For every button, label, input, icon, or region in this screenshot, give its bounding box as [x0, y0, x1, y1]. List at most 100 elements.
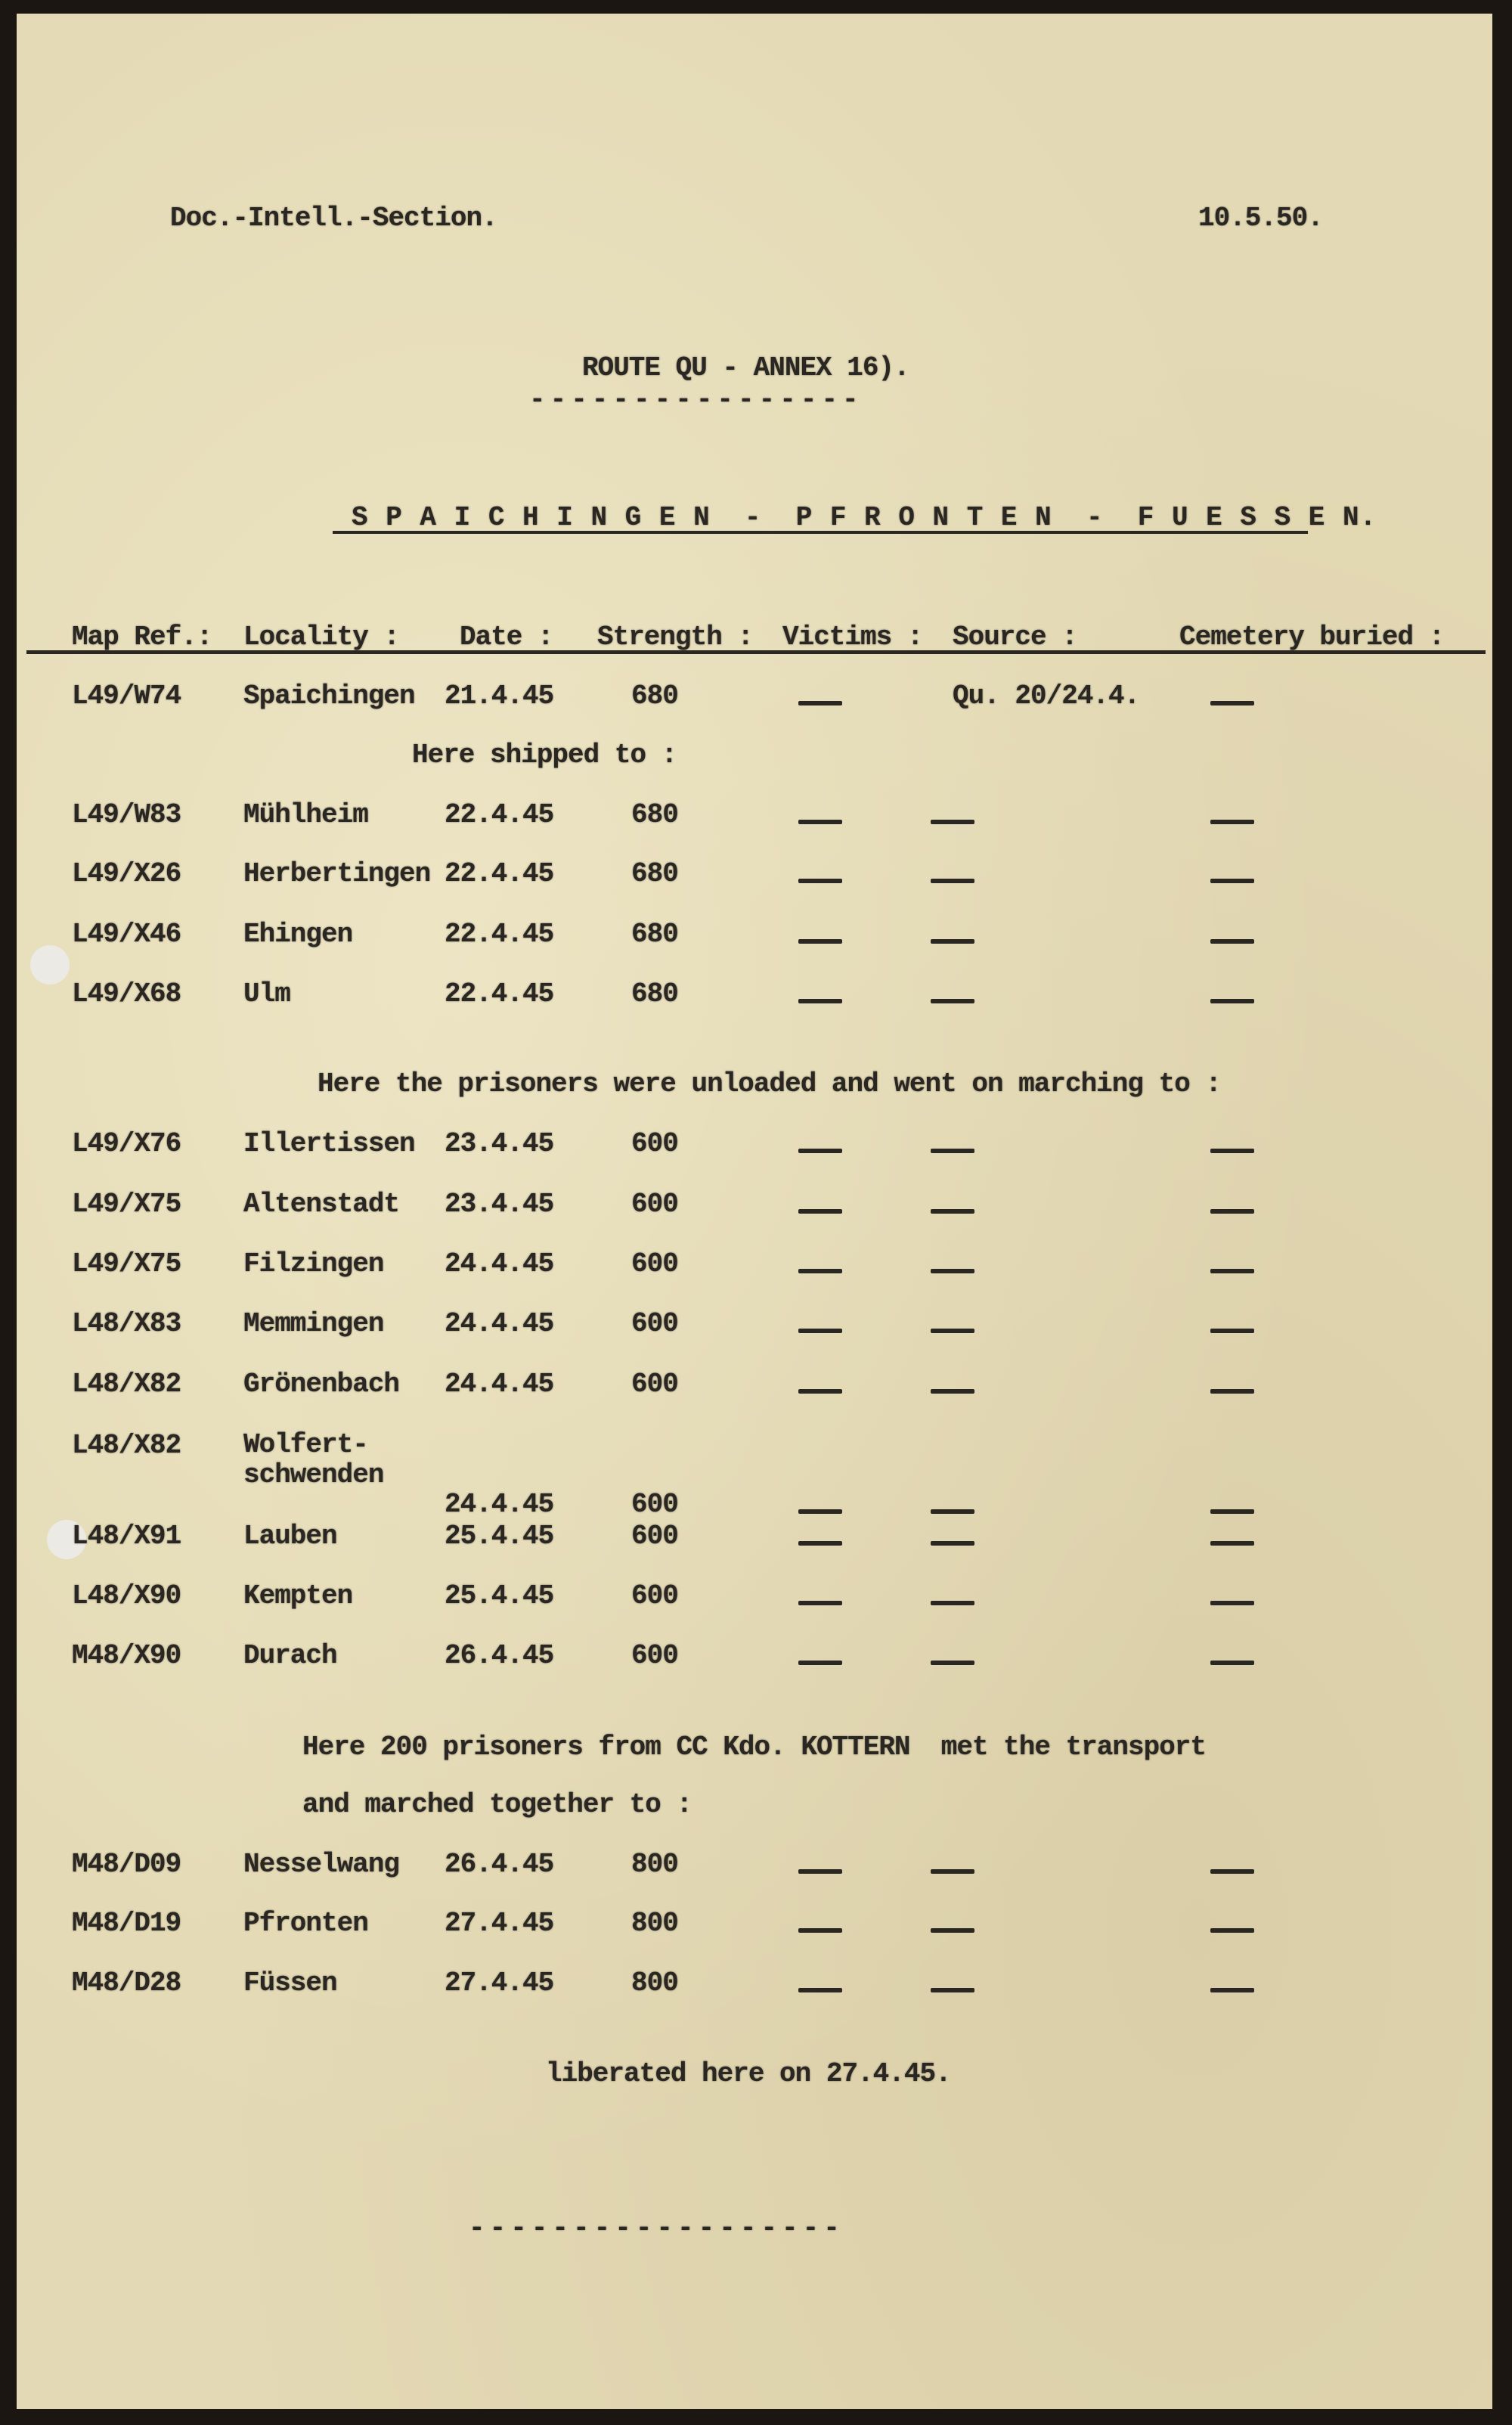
dash-mark	[798, 820, 842, 824]
dash-mark	[931, 1269, 974, 1273]
cell-locality: Wolfert- schwenden	[243, 1429, 384, 1490]
cell-victims	[798, 1923, 842, 1937]
header-rule	[26, 650, 1486, 654]
dash-mark	[798, 1661, 842, 1665]
cell-source	[931, 1504, 974, 1518]
cell-victims	[798, 1143, 842, 1157]
dash-mark	[931, 939, 974, 944]
cell-locality: Spaichingen	[243, 681, 416, 712]
cell-locality: Lauben	[243, 1521, 338, 1552]
cell-date: 25.4.45	[445, 1580, 554, 1611]
cell-source	[931, 1204, 974, 1217]
cell-date: 23.4.45	[445, 1128, 554, 1159]
dash-mark	[931, 1149, 974, 1153]
cell-date: 22.4.45	[445, 858, 554, 889]
cell-source	[931, 1655, 974, 1669]
cell-victims	[798, 1864, 842, 1878]
dash-mark	[1210, 820, 1254, 824]
cell-victims	[798, 1595, 842, 1609]
cell-locality: Filzingen	[243, 1248, 384, 1279]
cell-date: 24.4.45	[445, 1369, 554, 1400]
cell-date: 25.4.45	[445, 1521, 554, 1552]
cell-locality: Altenstadt	[243, 1189, 400, 1220]
cell-locality: Pfronten	[243, 1908, 369, 1939]
cell-map-ref: L49/X26	[72, 858, 181, 889]
table-note: Here shipped to :	[412, 740, 677, 771]
cell-cemetery	[1210, 1264, 1254, 1277]
cell-map-ref: L48/X90	[72, 1580, 181, 1611]
dash-mark	[931, 1988, 974, 1992]
cell-cemetery	[1210, 1536, 1254, 1549]
dash-mark	[798, 1389, 842, 1394]
dash-mark	[931, 1869, 974, 1874]
cell-date: 22.4.45	[445, 799, 554, 830]
dash-mark	[931, 1541, 974, 1546]
cell-victims	[798, 1536, 842, 1549]
cell-victims	[798, 994, 842, 1007]
cell-source	[931, 1536, 974, 1549]
dash-mark	[798, 701, 842, 705]
dash-mark	[798, 879, 842, 883]
dash-mark	[798, 1329, 842, 1333]
cell-cemetery	[1210, 1864, 1254, 1878]
dash-mark	[1210, 1389, 1254, 1394]
cell-cemetery	[1210, 1143, 1254, 1157]
section-label: Doc.-Intell.-Section.	[170, 203, 498, 234]
cell-strength: 800	[631, 1908, 679, 1939]
cell-source	[931, 1384, 974, 1397]
cell-date: 24.4.45	[445, 1308, 554, 1339]
cell-source	[931, 814, 974, 828]
cell-source	[931, 1864, 974, 1878]
dash-mark	[1210, 1329, 1254, 1333]
cell-locality: Nesselwang	[243, 1849, 400, 1880]
dash-mark	[1210, 939, 1254, 944]
cell-cemetery	[1210, 994, 1254, 1007]
dash-mark	[798, 1269, 842, 1273]
document-title: ROUTE QU - ANNEX 16).	[582, 352, 910, 383]
cell-locality: Illertissen	[243, 1128, 416, 1159]
table-note: and marched together to :	[302, 1789, 692, 1820]
cell-source	[931, 1923, 974, 1937]
dash-mark	[1210, 999, 1254, 1003]
cell-victims	[798, 1323, 842, 1337]
cell-victims	[798, 1204, 842, 1217]
cell-cemetery	[1210, 1504, 1254, 1518]
cell-map-ref: M48/D28	[72, 1968, 181, 1999]
cell-cemetery	[1210, 873, 1254, 887]
dash-mark	[798, 1601, 842, 1605]
cell-locality: Ehingen	[243, 919, 353, 950]
dash-mark	[798, 1928, 842, 1933]
column-header-victims: Victims :	[782, 622, 923, 653]
cell-map-ref: L49/W83	[72, 799, 181, 830]
dash-mark	[1210, 1869, 1254, 1874]
dash-mark	[931, 1661, 974, 1665]
cell-date: 24.4.45	[445, 1489, 554, 1520]
cell-date: 21.4.45	[445, 681, 554, 712]
column-header-source: Source :	[953, 622, 1078, 653]
subtitle-underline	[333, 531, 1308, 534]
dash-mark	[1210, 1509, 1254, 1514]
dash-mark	[798, 1509, 842, 1514]
cell-victims	[798, 814, 842, 828]
document-date: 10.5.50.	[1198, 203, 1324, 234]
cell-victims	[798, 1264, 842, 1277]
cell-cemetery	[1210, 1384, 1254, 1397]
dash-mark	[931, 1509, 974, 1514]
route-subtitle: S P A I C H I N G E N - P F R O N T E N …	[352, 502, 1377, 533]
cell-map-ref: L49/X76	[72, 1128, 181, 1159]
column-header-strength: Strength :	[597, 622, 754, 653]
cell-locality: Durach	[243, 1640, 338, 1671]
title-rule: ----------------	[529, 384, 863, 415]
cell-strength: 600	[631, 1308, 679, 1339]
dash-mark	[798, 1541, 842, 1546]
cell-victims	[798, 1504, 842, 1518]
cell-map-ref: L49/W74	[72, 681, 181, 712]
dash-mark	[931, 1601, 974, 1605]
dash-mark	[1210, 1988, 1254, 1992]
cell-map-ref: M48/X90	[72, 1640, 181, 1671]
cell-locality: Mühlheim	[243, 799, 369, 830]
cell-map-ref: L48/X82	[72, 1369, 181, 1400]
cell-strength: 680	[631, 978, 679, 1009]
cell-source	[931, 873, 974, 887]
punch-hole	[30, 945, 70, 985]
